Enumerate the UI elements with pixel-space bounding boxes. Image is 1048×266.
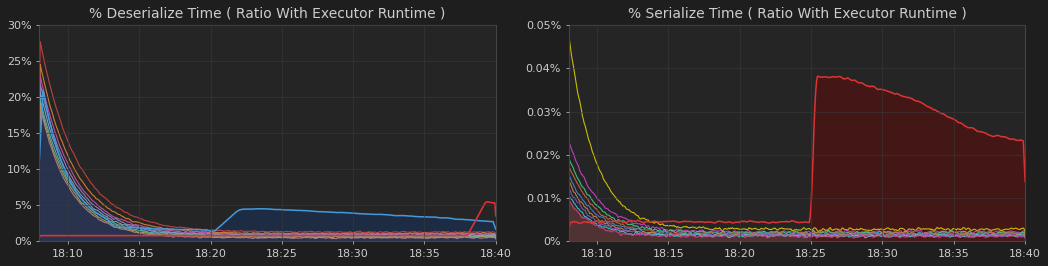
Title: % Serialize Time ( Ratio With Executor Runtime ): % Serialize Time ( Ratio With Executor R…	[628, 7, 966, 21]
Title: % Deserialize Time ( Ratio With Executor Runtime ): % Deserialize Time ( Ratio With Executor…	[89, 7, 445, 21]
